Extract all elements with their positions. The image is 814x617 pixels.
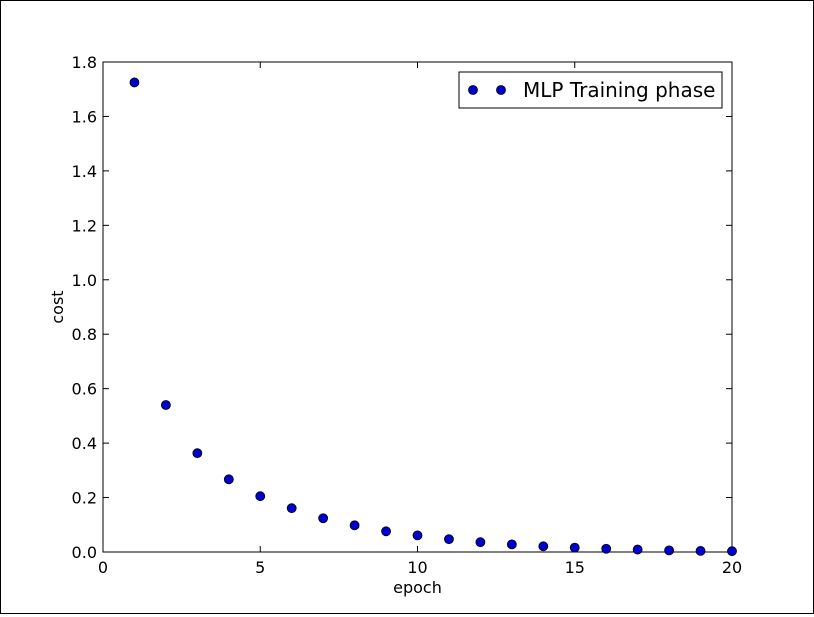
data-point	[129, 77, 140, 88]
x-tick-label: 20	[722, 558, 742, 577]
legend-label: MLP Training phase	[523, 78, 715, 102]
data-point	[412, 530, 423, 541]
data-point	[632, 544, 643, 555]
data-point	[601, 543, 612, 554]
data-point	[727, 546, 737, 557]
y-tick-label: 0.2	[72, 489, 97, 508]
data-point	[695, 546, 706, 556]
data-points	[129, 77, 737, 557]
data-point	[286, 503, 297, 514]
data-point	[192, 448, 203, 459]
data-point	[160, 400, 171, 410]
data-point	[381, 526, 391, 537]
data-point	[538, 541, 549, 552]
data-point	[318, 513, 329, 524]
legend-marker-dot	[468, 85, 478, 95]
data-point	[506, 539, 517, 550]
plot-area	[102, 61, 733, 553]
data-point	[349, 520, 360, 531]
data-point	[664, 545, 674, 556]
x-tick-label: 15	[565, 558, 585, 577]
legend: MLP Training phase	[458, 71, 723, 109]
y-tick-label: 0.8	[72, 325, 97, 344]
y-tick-label: 0.6	[72, 380, 97, 399]
y-tick-label: 1.0	[72, 271, 97, 290]
x-axis-label: epoch	[393, 578, 442, 597]
y-tick-label: 0.4	[72, 434, 97, 453]
y-tick-label: 0.0	[72, 543, 97, 562]
data-point	[223, 474, 234, 485]
data-point	[255, 491, 266, 502]
data-point	[475, 537, 486, 548]
y-tick-label: 1.8	[72, 53, 97, 72]
x-tick-label: 0	[98, 558, 108, 577]
x-tick-label: 5	[255, 558, 265, 577]
legend-marker-dot	[496, 85, 506, 95]
plot-frame	[102, 61, 733, 553]
y-axis-label: cost	[48, 290, 67, 323]
data-point	[444, 534, 454, 545]
x-tick-label: 10	[407, 558, 427, 577]
y-tick-label: 1.4	[72, 162, 97, 181]
y-axis-ticks: 0.0 0.2 0.4 0.6 0.8 1.0 1.2 1.4 1.6 1.8	[72, 53, 732, 562]
data-point	[569, 542, 580, 553]
y-tick-label: 1.2	[72, 216, 97, 235]
y-tick-label: 1.6	[72, 107, 97, 126]
